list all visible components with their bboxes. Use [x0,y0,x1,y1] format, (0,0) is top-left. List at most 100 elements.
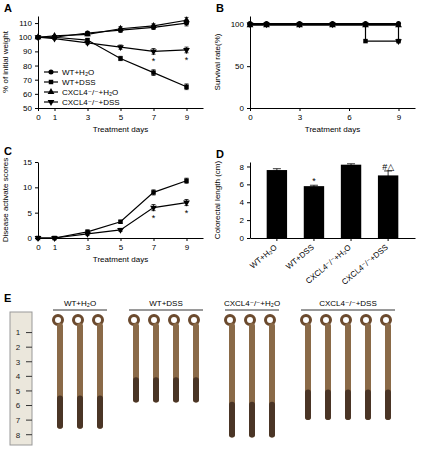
colon-head [362,316,371,325]
group-bracket [225,310,279,311]
tick-mark [35,51,38,52]
tick: 15 [23,158,38,167]
axis-title: Treatment days [93,255,148,264]
tick-mark [300,108,301,111]
ruler [10,312,32,445]
colon-head [130,316,139,325]
group-label: CXCL4⁻/⁻+DSS [319,299,377,308]
tick-mark [88,238,89,241]
error-cap [152,69,156,70]
tick-mark [247,202,250,203]
tick-label: WT+DSS [284,243,315,271]
tick: 70 [23,76,38,85]
marker [84,41,91,47]
tick-mark [154,108,155,111]
legend-label: CXCL4⁻/⁻+H₂O [62,88,118,97]
ruler-label: 3 [16,358,21,367]
marker [395,39,402,45]
colon-head [54,316,63,325]
error-bar [152,70,156,76]
tick-label: 5 [28,209,33,218]
colon-head [342,316,351,325]
marker [51,37,58,43]
colon-distal [153,377,159,402]
tick: 3 [86,108,91,122]
tick: 1 [53,108,58,122]
colon-head [150,316,159,325]
marker [183,16,190,22]
tick: 100 [231,20,250,29]
marker [263,22,270,28]
colon [249,323,255,438]
ruler-tick [26,420,32,421]
tick: 50 [235,62,250,71]
tick-label: 7 [152,243,157,252]
panel-label: D [216,148,224,160]
colon-distal [97,396,103,429]
error-cap [152,48,156,49]
panel: E12345678WT+H₂OWT+DSSCXCL4⁻/⁻+H₂OCXCL4⁻/… [4,292,395,445]
ruler-tick [26,434,32,435]
tick-mark [349,108,350,111]
tick-mark [121,238,122,241]
tick-label: 0 [248,113,253,122]
legend-marker [48,88,55,94]
legend-marker [48,100,55,106]
colon-distal [305,389,311,420]
error-cap [152,204,156,205]
panel-label: A [4,2,12,14]
annotation: * [312,176,316,186]
tick-label: 2 [240,216,245,225]
tick-label: 5 [119,113,124,122]
series-line [38,37,187,87]
tick-label: 100 [19,33,33,42]
colon [77,323,83,429]
tick-label: 5 [119,243,124,252]
colon-distal [345,389,351,420]
tick: WT+DSS [284,238,315,271]
bar [341,165,361,238]
tick: 4 [240,198,250,207]
tick-label: 1 [53,113,58,122]
group-label: WT+DSS [149,299,183,308]
axis-line [250,163,251,239]
tick: 8 [240,163,250,172]
axis-title: Colorectal length (cm) [213,161,222,240]
panel: 0135795060708090100110WT+H₂OWT+DSSCXCL4⁻… [1,16,204,134]
legend: WT+H₂OWT+DSSCXCL4⁻/⁻+H₂OCXCL4⁻/⁻+DSS [44,68,120,107]
annotation: * [152,213,156,223]
tick-label: 70 [23,76,32,85]
tick-mark [313,238,314,241]
error-bar [185,84,189,90]
colon [365,323,371,420]
tick: 100 [19,33,38,42]
tick-mark [35,23,38,24]
colon-head [190,316,199,325]
legend-label: WT+DSS [62,78,96,87]
plot-data [35,16,190,89]
tick-label: 1 [53,243,58,252]
axis-title: Survival rate(%) [213,33,222,90]
colon [133,323,139,403]
error-bar [347,164,355,166]
marker [85,30,90,35]
tick-label: 8 [240,163,245,172]
marker [363,39,367,43]
axis-line [250,17,251,109]
marker [184,179,188,183]
error-cap [185,89,189,90]
colon [345,323,351,420]
colon [229,323,235,438]
series-line [38,20,187,37]
colon-head [94,316,103,325]
colon-distal [385,389,391,420]
annotation: * [152,56,156,66]
tick: 9 [185,238,190,252]
axis: 050100 [231,17,251,114]
colon-head [74,316,83,325]
tick-label: 0 [28,234,33,243]
marker [51,236,58,242]
bar [378,175,398,238]
tick-mark [276,238,277,241]
colon-distal [173,377,179,402]
